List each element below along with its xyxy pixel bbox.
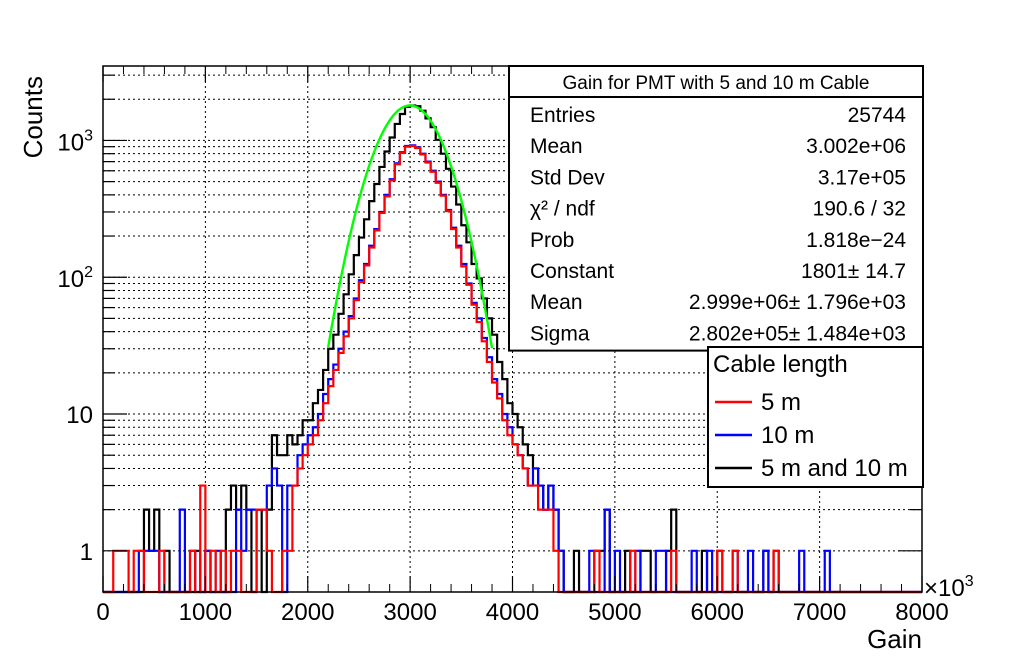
stats-row-label: Entries bbox=[530, 104, 595, 127]
legend-label: 10 m bbox=[761, 422, 814, 449]
y-tick-label: 102 bbox=[57, 264, 93, 293]
y-tick-label: 1 bbox=[80, 539, 93, 566]
x-tick-label: 2000 bbox=[281, 599, 334, 626]
legend-label: 5 m bbox=[761, 389, 801, 416]
x-tick-label: 7000 bbox=[793, 599, 846, 626]
legend-frame bbox=[707, 346, 924, 488]
y-axis-title: Counts bbox=[18, 76, 48, 158]
x-tick-label: 3000 bbox=[383, 599, 436, 626]
stats-box-title: Gain for PMT with 5 and 10 m Cable bbox=[563, 73, 870, 94]
grid-lines bbox=[103, 66, 922, 592]
stats-row-label: χ² / ndf bbox=[530, 198, 595, 221]
stats-row-value: 190.6 / 32 bbox=[813, 198, 906, 221]
x-tick-label: 1000 bbox=[179, 599, 232, 626]
x-tick-label: 6000 bbox=[691, 599, 744, 626]
x-tick-label: 4000 bbox=[486, 599, 539, 626]
legend: Cable length 5 m 10 m 5 m and 10 m bbox=[707, 346, 924, 488]
gaussian-fit-curve bbox=[327, 104, 494, 349]
legend-label: 5 m and 10 m bbox=[761, 455, 908, 482]
stats-row-value: 2.802e+05± 1.484e+03 bbox=[689, 322, 906, 345]
stats-box-frame bbox=[508, 65, 924, 352]
legend-title: Cable length bbox=[713, 351, 848, 378]
stats-row-value: 1801± 14.7 bbox=[801, 260, 906, 283]
stats-row-label: Mean bbox=[530, 135, 583, 158]
histogram-5-m bbox=[103, 144, 922, 594]
stats-row-value: 2.999e+06± 1.796e+03 bbox=[689, 291, 906, 314]
stats-row-label: Mean bbox=[530, 291, 583, 314]
stats-box: Gain for PMT with 5 and 10 m Cable Entrie… bbox=[508, 65, 924, 352]
x-axis-title: Gain bbox=[867, 624, 922, 654]
x-tick-label: 5000 bbox=[588, 599, 641, 626]
stats-row-label: Sigma bbox=[530, 322, 590, 345]
x-axis-multiplier: ×103 bbox=[924, 573, 974, 602]
stats-row-value: 1.818e−24 bbox=[806, 229, 906, 252]
stats-row-value: 3.17e+05 bbox=[818, 166, 906, 189]
stats-row-label: Constant bbox=[530, 260, 614, 283]
y-tick-label: 10 bbox=[66, 402, 93, 429]
x-tick-label: 0 bbox=[96, 599, 109, 626]
y-tick-label: 103 bbox=[57, 127, 93, 156]
stats-row-label: Std Dev bbox=[530, 166, 605, 189]
stats-row-value: 25744 bbox=[848, 104, 907, 127]
x-tick-label: 8000 bbox=[895, 599, 948, 626]
stats-row-label: Prob bbox=[530, 229, 574, 252]
stats-row-value: 3.002e+06 bbox=[806, 135, 906, 158]
